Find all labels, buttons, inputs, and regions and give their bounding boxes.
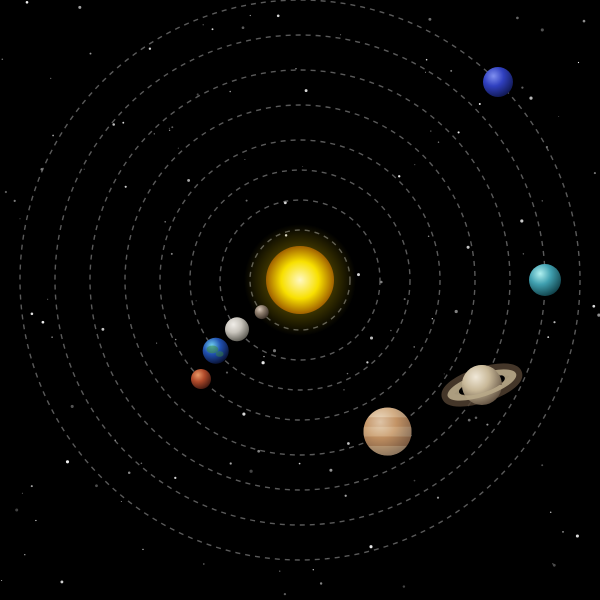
solar-system-svg: [0, 0, 600, 600]
planet-earth: [203, 338, 229, 364]
planet-mercury: [255, 305, 269, 319]
planet-neptune: [483, 67, 513, 97]
sun: [266, 246, 334, 314]
planet-venus: [225, 317, 249, 341]
solar-system-diagram: [0, 0, 600, 600]
planet-mars: [191, 369, 211, 389]
planet-uranus: [529, 264, 561, 296]
